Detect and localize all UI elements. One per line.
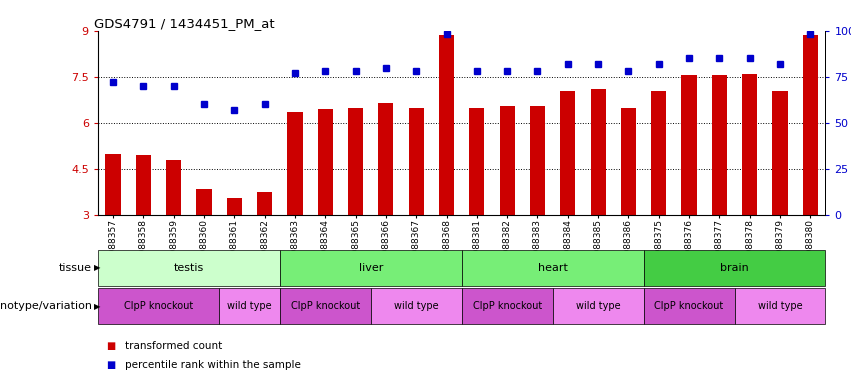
Text: brain: brain [720,263,749,273]
Text: ■: ■ [106,360,116,370]
Bar [136,155,151,215]
Bar [530,106,545,215]
Bar [621,108,636,215]
Text: genotype/variation: genotype/variation [0,301,92,311]
Bar [166,160,181,215]
Bar [317,109,333,215]
Text: ClpP knockout: ClpP knockout [472,301,542,311]
Bar [439,35,454,215]
Bar [226,198,242,215]
Bar [469,108,484,215]
Text: wild type: wild type [227,301,271,311]
Text: GDS4791 / 1434451_PM_at: GDS4791 / 1434451_PM_at [94,17,275,30]
Text: wild type: wild type [394,301,438,311]
Text: transformed count: transformed count [125,341,222,351]
Bar [682,75,697,215]
Bar [802,35,818,215]
Bar [591,89,606,215]
Text: testis: testis [174,263,204,273]
Text: ClpP knockout: ClpP knockout [124,301,193,311]
Text: heart: heart [538,263,568,273]
Bar [560,91,575,215]
Text: ClpP knockout: ClpP knockout [654,301,723,311]
Bar [651,91,666,215]
Bar [288,112,302,215]
Bar [348,108,363,215]
Text: ▶: ▶ [94,263,101,272]
Text: wild type: wild type [757,301,802,311]
Text: ClpP knockout: ClpP knockout [291,301,360,311]
Bar [197,189,212,215]
Bar [711,75,727,215]
Bar [257,192,272,215]
Text: tissue: tissue [59,263,92,273]
Bar [408,108,424,215]
Text: ▶: ▶ [94,302,101,311]
Bar [379,103,393,215]
Text: wild type: wild type [576,301,620,311]
Bar [500,106,515,215]
Bar [773,91,787,215]
Bar [106,154,121,215]
Text: liver: liver [358,263,383,273]
Text: ■: ■ [106,341,116,351]
Text: percentile rank within the sample: percentile rank within the sample [125,360,301,370]
Bar [742,74,757,215]
